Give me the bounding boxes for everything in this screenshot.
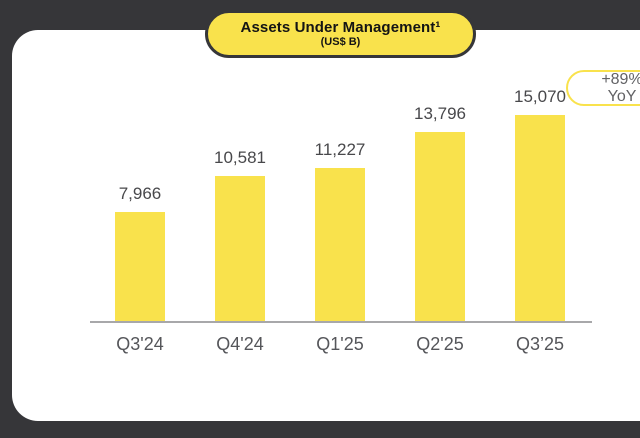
bars-area: 7,966 10,581 11,227 13,796 15,070 <box>90 87 590 321</box>
bar-column: 15,070 <box>490 87 590 321</box>
x-axis-tick-label: Q2'25 <box>416 334 464 354</box>
x-axis-tick-label: Q3’25 <box>515 334 565 354</box>
x-axis-labels: Q3'24 Q4'24 Q1'25 Q2'25 Q3’25 <box>90 334 590 355</box>
bar-value-label: 11,227 <box>314 140 366 159</box>
bar-column: 13,796 <box>390 104 490 321</box>
bar-value-label: 15,070 <box>514 87 566 106</box>
bar <box>315 168 365 321</box>
bar <box>515 115 565 321</box>
bar-value-label: 10,581 <box>214 148 266 167</box>
chart-title-badge: Assets Under Management¹ (US$ B) <box>205 10 476 58</box>
bar <box>215 176 265 321</box>
bar-column: 10,581 <box>190 148 290 321</box>
yoy-badge-label: YoY <box>607 88 637 105</box>
bar-value-label: 13,796 <box>414 104 466 123</box>
bar <box>115 212 165 321</box>
bar <box>415 132 465 321</box>
x-axis-tick-label: Q1'25 <box>316 334 364 354</box>
chart-subtitle: (US$ B) <box>320 36 361 48</box>
bar-value-label: 7,966 <box>118 184 162 203</box>
chart-title: Assets Under Management¹ <box>240 19 441 36</box>
x-axis-tick-label: Q4'24 <box>216 334 264 354</box>
yoy-badge: +89% YoY <box>566 70 640 106</box>
bar-column: 11,227 <box>290 140 390 321</box>
x-axis-line <box>90 321 592 323</box>
bar-column: 7,966 <box>90 184 190 321</box>
x-axis-tick-label: Q3'24 <box>116 334 164 354</box>
yoy-badge-value: +89% <box>601 71 640 88</box>
